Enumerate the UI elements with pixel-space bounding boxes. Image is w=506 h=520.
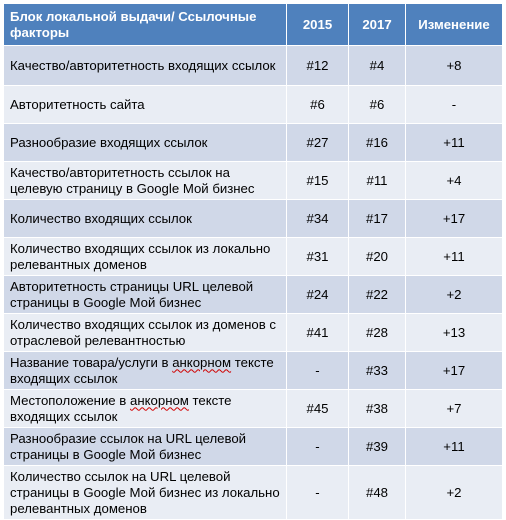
rank-2017-cell: #39 bbox=[348, 427, 406, 466]
rank-2017-cell: #6 bbox=[348, 85, 406, 124]
factor-cell: Название товара/услуги в анкорном тексте… bbox=[3, 351, 287, 390]
header-row: Блок локальной выдачи/ Ссылочные факторы… bbox=[3, 3, 503, 46]
rank-2015-cell: #45 bbox=[286, 389, 349, 428]
factor-text-part: тексте входящих ссылок bbox=[10, 354, 274, 386]
change-cell: +11 bbox=[405, 237, 503, 276]
rank-2015-cell: #27 bbox=[286, 123, 349, 162]
rank-2017-cell: #48 bbox=[348, 465, 406, 520]
change-cell: +8 bbox=[405, 45, 503, 86]
rank-2017-cell: #11 bbox=[348, 161, 406, 200]
header-2015: 2015 bbox=[286, 3, 349, 46]
rank-2015-cell: #15 bbox=[286, 161, 349, 200]
table-row: Количество входящих ссылок #34 #17 +17 bbox=[3, 199, 503, 238]
factor-text-part: тексте входящих ссылок bbox=[10, 392, 232, 424]
rank-2017-cell: #33 bbox=[348, 351, 406, 390]
rank-2017-cell: #17 bbox=[348, 199, 406, 238]
factor-cell: Авторитетность сайта bbox=[3, 85, 287, 124]
factor-cell: Количество ссылок на URL целевой страниц… bbox=[3, 465, 287, 520]
table-row: Местоположение в анкорном тексте входящи… bbox=[3, 389, 503, 428]
factor-cell: Качество/авторитетность входящих ссылок bbox=[3, 45, 287, 86]
change-cell: +2 bbox=[405, 275, 503, 314]
rank-2017-cell: #22 bbox=[348, 275, 406, 314]
rank-2015-cell: #24 bbox=[286, 275, 349, 314]
table-row: Разнообразие входящих ссылок #27 #16 +11 bbox=[3, 123, 503, 162]
factor-cell: Качество/авторитетность ссылок на целеву… bbox=[3, 161, 287, 200]
header-2017: 2017 bbox=[348, 3, 406, 46]
change-cell: +11 bbox=[405, 123, 503, 162]
rank-2015-cell: #34 bbox=[286, 199, 349, 238]
factor-cell: Авторитетность страницы URL целевой стра… bbox=[3, 275, 287, 314]
header-factor: Блок локальной выдачи/ Ссылочные факторы bbox=[3, 3, 287, 46]
spellcheck-word: анкорном bbox=[172, 354, 232, 370]
rank-2015-cell: #41 bbox=[286, 313, 349, 352]
header-change: Изменение bbox=[405, 3, 503, 46]
table-row: Количество ссылок на URL целевой страниц… bbox=[3, 465, 503, 520]
table-row: Авторитетность сайта #6 #6 - bbox=[3, 85, 503, 124]
rank-2017-cell: #20 bbox=[348, 237, 406, 276]
rank-2017-cell: #28 bbox=[348, 313, 406, 352]
table-row: Разнообразие ссылок на URL целевой стран… bbox=[3, 427, 503, 466]
rank-2015-cell: #31 bbox=[286, 237, 349, 276]
rank-2015-cell: - bbox=[286, 465, 349, 520]
change-cell: +11 bbox=[405, 427, 503, 466]
change-cell: - bbox=[405, 85, 503, 124]
change-cell: +7 bbox=[405, 389, 503, 428]
rank-2015-cell: - bbox=[286, 427, 349, 466]
change-cell: +17 bbox=[405, 351, 503, 390]
factor-cell: Количество входящих ссылок из доменов с … bbox=[3, 313, 287, 352]
change-cell: +4 bbox=[405, 161, 503, 200]
rank-2017-cell: #16 bbox=[348, 123, 406, 162]
change-cell: +13 bbox=[405, 313, 503, 352]
factor-cell: Разнообразие ссылок на URL целевой стран… bbox=[3, 427, 287, 466]
factor-text-part: Название товара/услуги в bbox=[10, 354, 173, 370]
spellcheck-word: анкорном bbox=[129, 392, 189, 408]
link-factors-table: Блок локальной выдачи/ Ссылочные факторы… bbox=[3, 3, 503, 520]
rank-2015-cell: - bbox=[286, 351, 349, 390]
factor-cell: Местоположение в анкорном тексте входящи… bbox=[3, 389, 287, 428]
factor-cell: Количество входящих ссылок из локально р… bbox=[3, 237, 287, 276]
table-row: Количество входящих ссылок из локально р… bbox=[3, 237, 503, 276]
rank-2015-cell: #6 bbox=[286, 85, 349, 124]
change-cell: +17 bbox=[405, 199, 503, 238]
table-row: Качество/авторитетность ссылок на целеву… bbox=[3, 161, 503, 200]
table-row: Качество/авторитетность входящих ссылок … bbox=[3, 45, 503, 86]
rank-2017-cell: #38 bbox=[348, 389, 406, 428]
table-row: Название товара/услуги в анкорном тексте… bbox=[3, 351, 503, 390]
factor-text-part: Местоположение в bbox=[10, 392, 130, 408]
table-row: Авторитетность страницы URL целевой стра… bbox=[3, 275, 503, 314]
rank-2017-cell: #4 bbox=[348, 45, 406, 86]
factor-cell: Количество входящих ссылок bbox=[3, 199, 287, 238]
change-cell: +2 bbox=[405, 465, 503, 520]
rank-2015-cell: #12 bbox=[286, 45, 349, 86]
table-row: Количество входящих ссылок из доменов с … bbox=[3, 313, 503, 352]
factor-cell: Разнообразие входящих ссылок bbox=[3, 123, 287, 162]
